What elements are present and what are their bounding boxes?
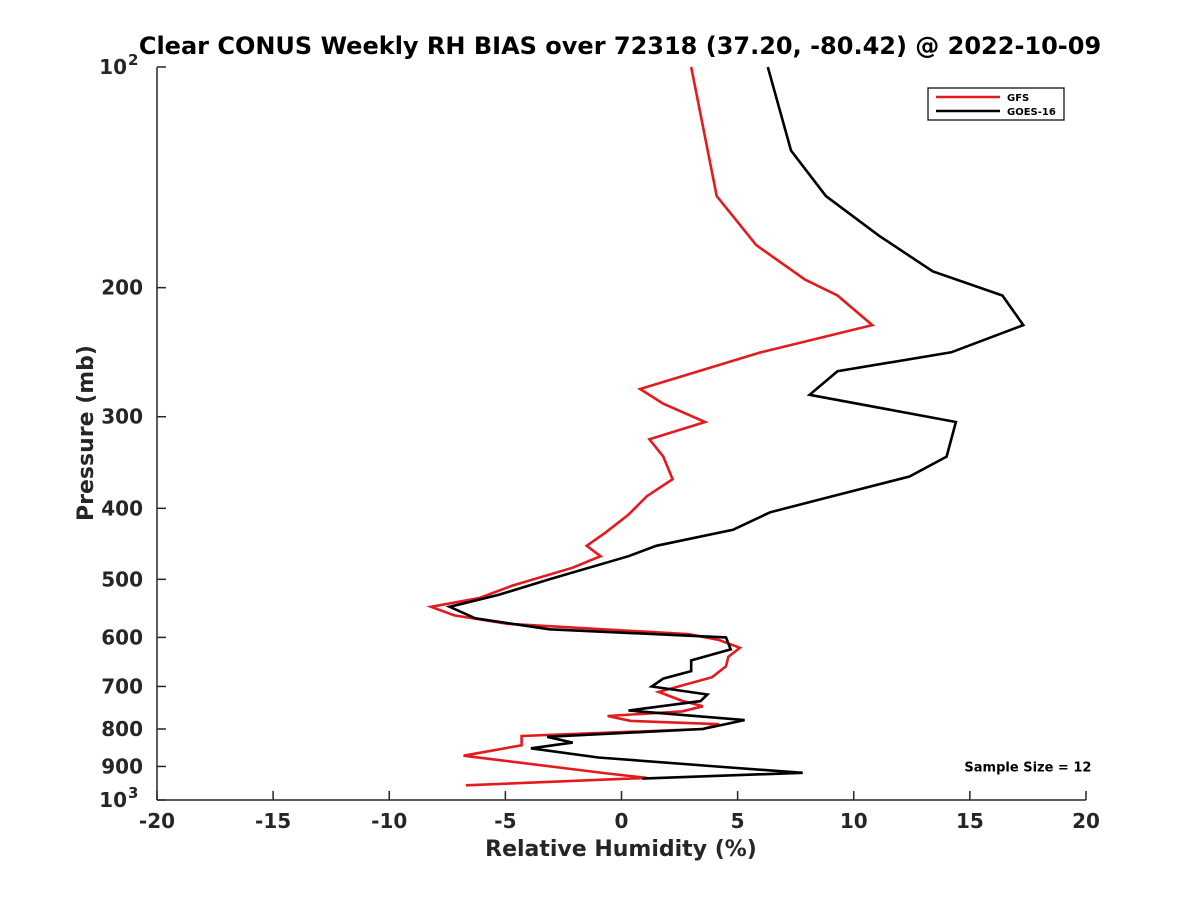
y-tick-label: 500 [101,567,143,591]
x-tick-label: 10 [840,809,868,833]
plot-area [157,67,1086,800]
y-tick-label: 10 [99,788,127,812]
y-axis-title: Pressure (mb) [74,345,99,521]
y-tick-label: 800 [101,717,143,741]
x-tick-label: 20 [1072,809,1100,833]
x-tick-label: -5 [494,809,516,833]
legend-label-goes16: GOES-16 [1007,107,1056,118]
x-tick-label: -20 [139,809,175,833]
y-tick-exponent: 2 [128,51,138,69]
x-tick-label: -10 [371,809,407,833]
chart-title: Clear CONUS Weekly RH BIAS over 72318 (3… [139,32,1101,60]
y-tick-exponent: 3 [128,784,138,802]
y-tick-label: 200 [101,276,143,300]
legend-box [927,87,1065,121]
legend: GFS GOES-16 [927,87,1065,121]
y-tick-label: 300 [101,405,143,429]
legend-label-gfs: GFS [1007,93,1029,104]
y-tick-label: 600 [101,625,143,649]
series-line-gfs [426,66,876,787]
y-tick-label: 900 [101,754,143,778]
x-ticks: -20 -15 -10 -5 0 5 10 15 20 [139,791,1100,833]
x-tick-label: 15 [956,809,984,833]
x-tick-label: 0 [615,809,629,833]
x-tick-label: -15 [255,809,291,833]
series-layer [426,66,1026,787]
y-tick-label: 10 [99,55,127,79]
y-tick-label: 400 [101,496,143,520]
y-tick-label: 700 [101,674,143,698]
x-axis-title: Relative Humidity (%) [485,837,757,862]
sample-size-annotation: Sample Size = 12 [964,761,1091,776]
x-tick-label: 5 [731,809,745,833]
series-line-goes16 [445,66,1026,780]
